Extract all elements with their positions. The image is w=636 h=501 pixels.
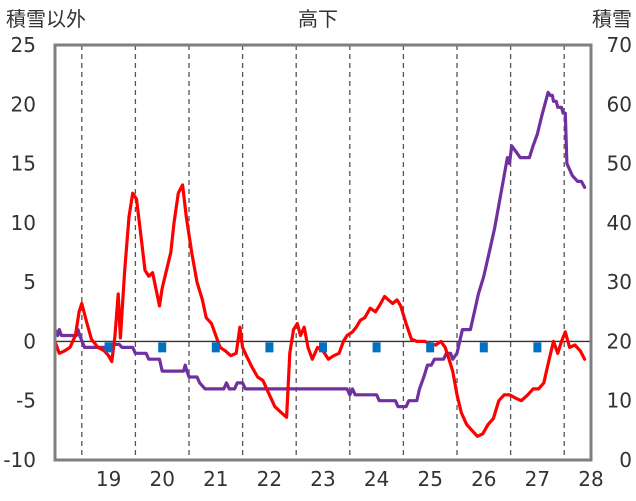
left-tick-label: -10: [3, 448, 36, 472]
marker-8: [479, 342, 488, 353]
marker-7: [426, 342, 435, 353]
marker-4: [265, 342, 274, 353]
series-line-left: [53, 183, 587, 438]
x-tick-label: 27: [525, 467, 550, 491]
marker-6: [372, 342, 381, 353]
series-line-right: [53, 90, 587, 409]
right-tick-label: 50: [607, 152, 632, 176]
right-tick-label: 0: [619, 448, 632, 472]
left-tick-label: -5: [16, 389, 36, 413]
right-axis-ticks: 0 10 20 30 40 50 60 70: [607, 33, 632, 472]
x-axis-ticks: 19 20 21 22 23 24 25 26 27 28: [96, 467, 604, 491]
left-tick-label: 25: [11, 33, 36, 57]
marker-9: [533, 342, 542, 353]
left-tick-label: 15: [11, 152, 36, 176]
plot-frame: [53, 43, 593, 462]
marker-5: [319, 342, 327, 353]
right-tick-label: 60: [607, 92, 632, 116]
right-axis-title: 積雪: [592, 7, 632, 31]
right-tick-label: 40: [607, 211, 632, 235]
marker-3: [211, 342, 220, 353]
x-tick-label: 25: [417, 467, 442, 491]
marker-1: [104, 342, 113, 353]
right-tick-label: 70: [607, 33, 632, 57]
right-tick-label: 10: [607, 389, 632, 413]
x-tick-label: 23: [310, 467, 335, 491]
left-tick-label: 0: [23, 329, 36, 353]
x-tick-label: 28: [578, 467, 603, 491]
x-tick-label: 24: [364, 467, 389, 491]
right-tick-label: 20: [607, 329, 632, 353]
series: [53, 90, 587, 438]
left-tick-label: 20: [11, 92, 36, 116]
marker-2: [158, 342, 167, 353]
markers: [104, 342, 542, 353]
chart-title: 高下: [298, 7, 338, 31]
right-tick-label: 30: [607, 270, 632, 294]
x-tick-label: 26: [471, 467, 496, 491]
left-axis-ticks: -10 -5 0 5 10 15 20 25: [3, 33, 36, 472]
x-tick-label: 22: [257, 467, 282, 491]
x-tick-label: 19: [96, 467, 121, 491]
left-tick-label: 5: [23, 270, 36, 294]
x-tick-label: 21: [203, 467, 228, 491]
left-axis-title: 積雪以外: [6, 7, 86, 31]
grid: [81, 45, 565, 460]
x-tick-label: 20: [149, 467, 174, 491]
left-tick-label: 10: [11, 211, 36, 235]
